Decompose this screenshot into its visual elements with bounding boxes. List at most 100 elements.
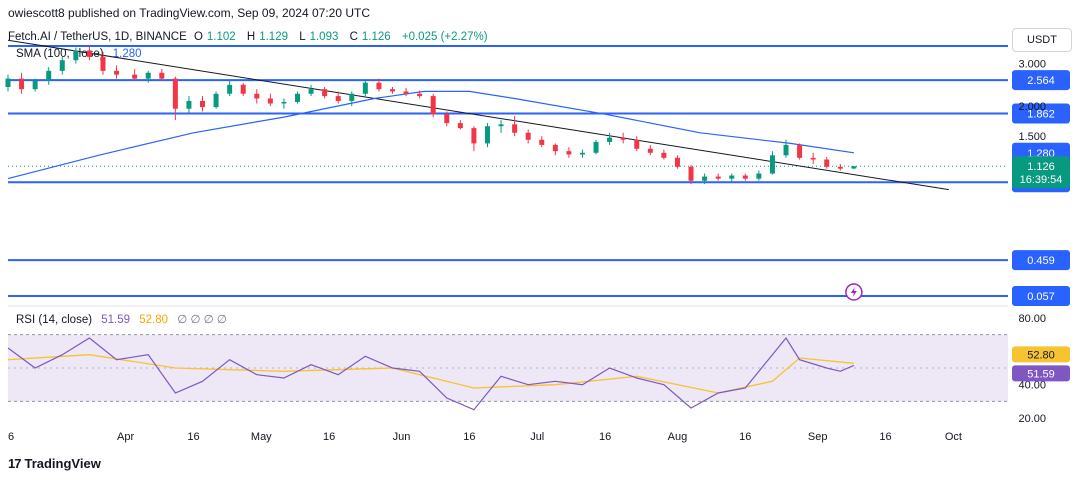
- price-axis: 2.5641.8620.9660.4590.0573.0002.0001.500…: [1012, 59, 1070, 425]
- candle-body-15: [213, 93, 219, 108]
- candle-body-20: [281, 101, 287, 104]
- candle-body-34: [471, 128, 477, 144]
- candle-body-8: [114, 70, 120, 75]
- tradingview-logo[interactable]: 17 TradingView: [8, 456, 101, 471]
- x-tick-5: Jun: [393, 431, 411, 443]
- level-label-5: 0.057: [1027, 291, 1055, 303]
- tradingview-mark-icon: 17: [8, 456, 22, 471]
- ohlc-close: C 1.126: [349, 31, 391, 43]
- candle-body-58: [797, 144, 803, 158]
- level-label-box-1: [1012, 70, 1070, 91]
- candle-body-0: [5, 78, 11, 87]
- currency-button[interactable]: USDT: [1012, 28, 1072, 52]
- x-tick-8: 16: [599, 431, 611, 443]
- candle-body-61: [837, 166, 843, 169]
- horizontal-levels: [8, 45, 1008, 297]
- candle-body-41: [566, 151, 572, 155]
- candle-body-46: [634, 139, 640, 149]
- x-tick-10: 16: [739, 431, 751, 443]
- candle-body-62: [851, 166, 857, 169]
- descending-trendline: [7, 39, 949, 191]
- price-tick-0: 3.000: [1018, 59, 1046, 71]
- candle-body-28: [389, 89, 395, 92]
- candle-body-31: [430, 96, 436, 115]
- candle-body-1: [19, 78, 25, 90]
- candle-body-39: [539, 139, 545, 145]
- candle-body-35: [484, 126, 490, 144]
- candle-body-56: [769, 155, 775, 174]
- candle-body-57: [783, 144, 789, 156]
- level-label-box-2: [1012, 103, 1070, 124]
- candle-body-14: [200, 100, 206, 108]
- x-tick-11: Sep: [808, 431, 828, 443]
- price-change: +0.025 (+2.27%): [401, 31, 488, 43]
- candle-body-27: [376, 82, 382, 90]
- ohlc-low: L 1.093: [299, 31, 339, 43]
- candle-body-16: [227, 84, 233, 94]
- rsi-ma-line: [7, 354, 854, 394]
- candle-body-30: [417, 93, 423, 97]
- candle-body-47: [647, 148, 653, 153]
- candle-body-49: [674, 157, 680, 167]
- x-tick-1: Apr: [117, 431, 134, 443]
- candle-body-13: [186, 100, 192, 109]
- candle-body-40: [552, 144, 558, 152]
- symbol-name[interactable]: Fetch.AI / TetherUS, 1D, BINANCE: [8, 31, 187, 43]
- tradingview-brand: TradingView: [24, 456, 101, 471]
- candle-body-32: [444, 114, 450, 124]
- candle-body-12: [172, 78, 178, 109]
- candle-body-3: [46, 70, 52, 81]
- candle-body-55: [756, 173, 762, 179]
- candle-body-60: [824, 159, 830, 167]
- candle-body-43: [593, 141, 599, 153]
- level-label-1: 2.564: [1027, 75, 1055, 87]
- level-label-4: 0.459: [1027, 255, 1055, 267]
- rsi-tick-2: 20.00: [1018, 413, 1046, 425]
- sma-line-group: [7, 90, 854, 180]
- candle-body-5: [73, 50, 79, 61]
- candle-body-21: [294, 93, 300, 102]
- candle-body-25: [349, 93, 355, 101]
- x-tick-9: Aug: [668, 431, 688, 443]
- candle-body-7: [100, 56, 106, 71]
- candle-body-6: [86, 50, 92, 57]
- candle-body-18: [254, 93, 260, 99]
- ohlc-high: H 1.129: [246, 31, 288, 43]
- candle-body-17: [240, 84, 246, 94]
- level-label-box-5: [1012, 286, 1070, 306]
- x-tick-0: 6: [8, 431, 14, 443]
- icons: [845, 283, 863, 301]
- ohlc-open: O 1.102: [193, 31, 236, 43]
- candle-body-24: [335, 96, 341, 101]
- candle-body-26: [362, 82, 368, 94]
- countdown-label: 16:39:54: [1020, 174, 1063, 186]
- candle-body-36: [498, 124, 504, 127]
- candle-body-48: [661, 152, 667, 158]
- candle-body-29: [403, 91, 409, 94]
- candle-body-50: [688, 166, 694, 181]
- candle-body-59: [810, 157, 816, 160]
- candle-body-51: [702, 176, 708, 181]
- sma-legend[interactable]: SMA (100, close) 1.280: [16, 48, 142, 60]
- rsi-line: [7, 336, 855, 411]
- time-axis: 6 Apr 16 May 16 Jun 16 Jul 16 Aug 16 Sep 16 Oct: [8, 431, 962, 443]
- publisher-text: owiescott8 published on TradingView.com,…: [8, 6, 371, 20]
- candle-body-11: [159, 72, 165, 79]
- candle-body-10: [145, 72, 151, 79]
- rsi-ma-label: 52.80: [1027, 349, 1055, 361]
- rsi-legend[interactable]: RSI (14, close) 51.59 52.80 ∅ ∅ ∅ ∅: [16, 312, 227, 326]
- rsi-value-label-box: [1012, 365, 1070, 382]
- candle-body-44: [607, 137, 613, 142]
- last-price-box: [1012, 156, 1070, 189]
- last-price-label: 1.126: [1027, 161, 1055, 173]
- rsi-panel: [7, 334, 1008, 411]
- candle-body-23: [322, 89, 328, 97]
- candle-body-19: [267, 98, 273, 104]
- rsi-tick-0: 80.00: [1018, 313, 1046, 325]
- candle-body-2: [32, 80, 38, 90]
- candle-body-53: [729, 175, 735, 179]
- candle-body-52: [715, 176, 721, 179]
- x-tick-12: 16: [879, 431, 891, 443]
- lightning-glyph-icon: [850, 287, 857, 297]
